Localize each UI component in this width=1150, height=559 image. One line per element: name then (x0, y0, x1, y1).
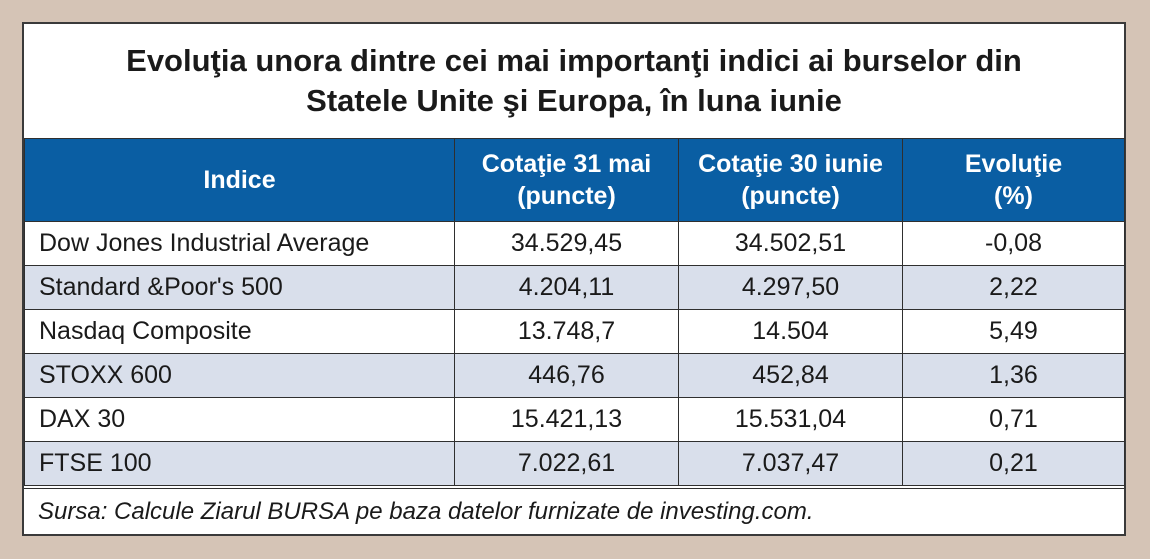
indices-table: Indice Cotaţie 31 mai (puncte) Cotaţie 3… (24, 138, 1125, 486)
header-evolution: Evoluţie (%) (902, 138, 1125, 222)
header-quote-june-line1: Cotaţie 30 iunie (698, 150, 883, 178)
header-index-label: Indice (203, 166, 276, 194)
header-quote-june-line2: (puncte) (741, 182, 840, 210)
cell-quote-may: 34.529,45 (454, 221, 679, 266)
table-frame: Evoluţia unora dintre cei mai importanţi… (22, 22, 1126, 536)
cell-quote-june: 34.502,51 (678, 221, 903, 266)
header-quote-may-line2: (puncte) (517, 182, 616, 210)
cell-index-name: Dow Jones Industrial Average (24, 221, 455, 266)
table-row: Standard &Poor's 500 4.204,11 4.297,50 2… (24, 265, 1125, 310)
header-quote-may: Cotaţie 31 mai (puncte) (454, 138, 679, 222)
table-row: FTSE 100 7.022,61 7.037,47 0,21 (24, 441, 1125, 486)
table-row: Dow Jones Industrial Average 34.529,45 3… (24, 221, 1125, 266)
source-note: Sursa: Calcule Ziarul BURSA pe baza date… (24, 488, 1124, 534)
header-quote-may-line1: Cotaţie 31 mai (481, 150, 652, 178)
table-row: Nasdaq Composite 13.748,7 14.504 5,49 (24, 309, 1125, 354)
cell-quote-june: 7.037,47 (678, 441, 903, 486)
cell-quote-june: 452,84 (678, 353, 903, 398)
header-quote-june: Cotaţie 30 iunie (puncte) (678, 138, 903, 222)
cell-quote-may: 15.421,13 (454, 397, 679, 442)
cell-quote-may: 13.748,7 (454, 309, 679, 354)
cell-index-name: STOXX 600 (24, 353, 455, 398)
cell-evolution: -0,08 (902, 221, 1125, 266)
cell-evolution: 1,36 (902, 353, 1125, 398)
header-evolution-line2: (%) (994, 182, 1033, 210)
header-evolution-line1: Evoluţie (964, 150, 1063, 178)
cell-index-name: Nasdaq Composite (24, 309, 455, 354)
header-index: Indice (24, 138, 455, 222)
title-line-2: Statele Unite şi Europa, în luna iunie (306, 83, 842, 118)
cell-evolution: 2,22 (902, 265, 1125, 310)
cell-evolution: 0,21 (902, 441, 1125, 486)
cell-quote-may: 446,76 (454, 353, 679, 398)
cell-evolution: 5,49 (902, 309, 1125, 354)
header-row: Indice Cotaţie 31 mai (puncte) Cotaţie 3… (24, 138, 1125, 222)
cell-quote-june: 14.504 (678, 309, 903, 354)
table-row: STOXX 600 446,76 452,84 1,36 (24, 353, 1125, 398)
cell-index-name: Standard &Poor's 500 (24, 265, 455, 310)
cell-quote-may: 4.204,11 (454, 265, 679, 310)
cell-evolution: 0,71 (902, 397, 1125, 442)
cell-index-name: FTSE 100 (24, 441, 455, 486)
cell-index-name: DAX 30 (24, 397, 455, 442)
table-title: Evoluţia unora dintre cei mai importanţi… (24, 24, 1124, 138)
title-line-1: Evoluţia unora dintre cei mai importanţi… (126, 43, 1022, 78)
table-row: DAX 30 15.421,13 15.531,04 0,71 (24, 397, 1125, 442)
cell-quote-june: 4.297,50 (678, 265, 903, 310)
cell-quote-june: 15.531,04 (678, 397, 903, 442)
cell-quote-may: 7.022,61 (454, 441, 679, 486)
